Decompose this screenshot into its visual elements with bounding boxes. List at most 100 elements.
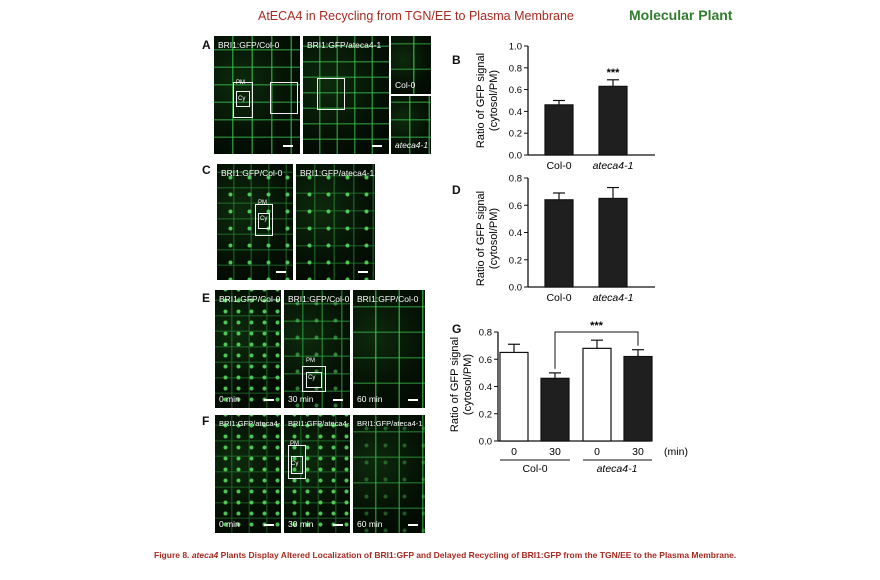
panel-b-letter: B	[452, 53, 461, 67]
scale-bar	[408, 524, 418, 526]
panel-f-label-30: BRI1:GFP/ateca4-1	[288, 419, 350, 428]
roi-box	[288, 445, 306, 479]
significance-label: ***	[590, 320, 604, 332]
scale-bar	[276, 271, 286, 273]
x-tick-label: 0	[594, 446, 600, 458]
significance-label: ***	[607, 67, 621, 79]
scale-bar	[264, 399, 274, 401]
panel-e-label-60: BRI1:GFP/Col-0	[357, 294, 419, 304]
roi-cy-label: Cy	[260, 216, 268, 222]
panel-a-inset-label-col0: Col-0	[395, 80, 416, 90]
bar	[540, 377, 570, 442]
panel-e-time-0: 0 min	[219, 394, 240, 404]
y-tick-label: 0.2	[509, 129, 522, 140]
x-tick-label: ateca4-1	[593, 160, 634, 172]
roi-cytosol-box	[258, 213, 270, 229]
significance-bracket	[554, 331, 639, 369]
roi-box	[233, 82, 253, 118]
zoom-region-box	[317, 78, 345, 110]
x-tick-label: 30	[549, 446, 561, 458]
roi-pm-label: PM	[306, 358, 315, 364]
panel-a-image-col0: BRI1:GFP/Col-0 PM Cy	[214, 36, 300, 154]
roi-cy-label: Cy	[238, 96, 246, 102]
running-title: AtECA4 in Recycling from TGN/EE to Plasm…	[258, 9, 574, 23]
panel-e-image-30min: BRI1:GFP/Col-0 PM Cy 30 min	[284, 290, 350, 408]
scale-bar	[333, 399, 343, 401]
panel-f-letter: F	[202, 414, 210, 428]
panel-a-letter: A	[202, 38, 211, 52]
scale-bar	[264, 524, 274, 526]
bar	[499, 351, 529, 442]
y-tick-label: 0.2	[479, 409, 492, 420]
panel-c-image-ateca4: BRI1:GFP/ateca4-1	[296, 164, 375, 280]
y-tick-label: 0.4	[509, 107, 522, 118]
panel-a-label-ateca4: BRI1:GFP/ateca4-1	[307, 40, 382, 50]
roi-cytosol-box	[306, 372, 322, 388]
y-tick-label: 0.6	[509, 201, 522, 212]
roi-cytosol-box	[236, 91, 250, 107]
x-unit-label: (min)	[664, 446, 688, 458]
panel-g-letter: G	[452, 322, 462, 336]
panel-f-label-60: BRI1:GFP/ateca4-1	[357, 419, 423, 428]
panel-c-label-ateca4: BRI1:GFP/ateca4-1	[300, 168, 375, 178]
caption-prefix: Figure 8.	[154, 550, 190, 560]
chart-b: Ratio of GFP signal(cytosol/PM) 0.0 0.2 0.4…	[475, 42, 655, 172]
scale-bar	[283, 145, 293, 147]
panel-e-image-60min: BRI1:GFP/Col-0 60 min	[353, 290, 425, 408]
y-axis-label: Ratio of GFP signal(cytosol/PM)	[475, 53, 500, 148]
group-label: Col-0	[522, 463, 547, 475]
roi-pm-label: PM	[290, 441, 299, 447]
group-label: ateca4-1	[597, 463, 638, 475]
panel-a-image-ateca4: BRI1:GFP/ateca4-1	[303, 36, 389, 154]
roi-box	[255, 204, 273, 236]
panel-f-image-0min: BRI1:GFP/ateca4-1 0 min	[215, 415, 281, 533]
panel-c-image-col0: BRI1:GFP/Col-0 PM Cy	[217, 164, 293, 280]
caption-text: Plants Display Altered Localization of B…	[220, 550, 737, 560]
x-tick-label: ateca4-1	[593, 292, 634, 304]
y-tick-label: 0.0	[509, 151, 522, 162]
bar	[598, 85, 628, 156]
bar	[598, 197, 628, 288]
bar	[544, 104, 574, 156]
y-tick-label: 0.8	[509, 174, 522, 185]
y-tick-label: 0.6	[509, 85, 522, 96]
y-tick-label: 0.4	[509, 228, 522, 239]
panel-a-inset-label-ateca4: ateca4-1	[395, 140, 429, 150]
panel-f-time-0: 0 min	[219, 519, 240, 529]
y-tick-label: 0.4	[479, 382, 492, 393]
scale-bar	[372, 145, 382, 147]
y-tick-label: 0.0	[479, 437, 492, 448]
x-tick-label: Col-0	[546, 292, 571, 304]
figure-caption: Figure 8. ateca4 Plants Display Altered …	[154, 550, 794, 561]
chart-d: Ratio of GFP signal(cytosol/PM) 0.0 0.2 0.4…	[475, 174, 655, 304]
panel-a-inset-col0: Col-0	[391, 36, 431, 94]
caption-gene: ateca4	[191, 550, 219, 560]
panel-f-image-60min: BRI1:GFP/ateca4-1 60 min	[353, 415, 425, 533]
x-tick-label: 0	[511, 446, 517, 458]
panel-f-time-30: 30 min	[288, 519, 314, 529]
panel-a-inset-ateca4: ateca4-1	[391, 96, 431, 154]
roi-cy-label: Cy	[308, 375, 316, 381]
panel-f-time-60: 60 min	[357, 519, 383, 529]
panel-e-label-0: BRI1:GFP/Col-0	[219, 294, 281, 304]
panel-e-letter: E	[202, 291, 211, 305]
panel-f-label-0: BRI1:GFP/ateca4-1	[219, 419, 281, 428]
roi-box	[302, 366, 326, 392]
y-axis-label: Ratio of GFP signal(cytosol/PM)	[475, 191, 500, 286]
y-tick-label: 1.0	[509, 42, 522, 53]
zoom-region-box	[270, 82, 298, 114]
panel-c-letter: C	[202, 163, 211, 177]
y-tick-label: 0.8	[479, 328, 492, 339]
roi-pm-label: PM	[258, 200, 267, 206]
panel-c-label-col0: BRI1:GFP/Col-0	[221, 168, 283, 178]
journal-name: Molecular Plant	[629, 7, 733, 23]
bar	[623, 355, 653, 442]
bar	[582, 347, 612, 442]
panel-e-label-30: BRI1:GFP/Col-0	[288, 294, 350, 304]
y-tick-label: 0.2	[509, 255, 522, 266]
panel-e-time-60: 60 min	[357, 394, 383, 404]
panel-e-time-30: 30 min	[288, 394, 314, 404]
panel-e-image-0min: BRI1:GFP/Col-0 0 min	[215, 290, 281, 408]
y-axis-label: Ratio of GFP signal(cytosol/PM)	[449, 337, 474, 432]
y-tick-label: 0.8	[509, 63, 522, 74]
